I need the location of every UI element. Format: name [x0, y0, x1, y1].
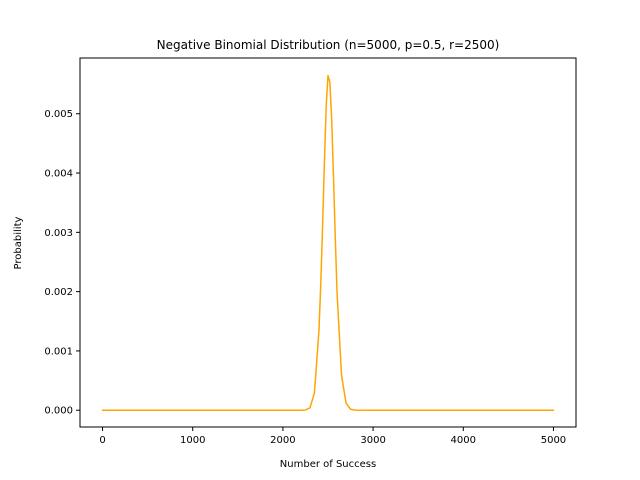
x-tick-label: 2000	[270, 435, 295, 446]
x-tick-label: 3000	[360, 435, 385, 446]
y-axis: 0.000 0.001 0.002 0.003 0.004 0.005	[44, 109, 80, 417]
plot-area	[101, 74, 555, 411]
series-line	[101, 74, 555, 411]
y-axis-label: Probability	[13, 216, 24, 269]
plot-frame	[79, 57, 577, 428]
y-tick-label: 0.000	[44, 406, 73, 417]
x-axis-label: Number of Success	[280, 459, 376, 470]
x-tick-label: 4000	[451, 435, 476, 446]
chart-title: Negative Binomial Distribution (n=5000, …	[157, 38, 500, 52]
y-tick-label: 0.005	[44, 109, 73, 120]
y-tick-label: 0.003	[44, 228, 73, 239]
x-tick-label: 0	[99, 435, 105, 446]
x-tick-label: 1000	[180, 435, 205, 446]
x-axis: 0 1000 2000 3000 4000 5000	[99, 427, 566, 446]
x-tick-label: 5000	[541, 435, 566, 446]
y-tick-label: 0.002	[44, 287, 73, 298]
y-tick-label: 0.001	[44, 346, 73, 357]
y-tick-label: 0.004	[44, 169, 73, 180]
